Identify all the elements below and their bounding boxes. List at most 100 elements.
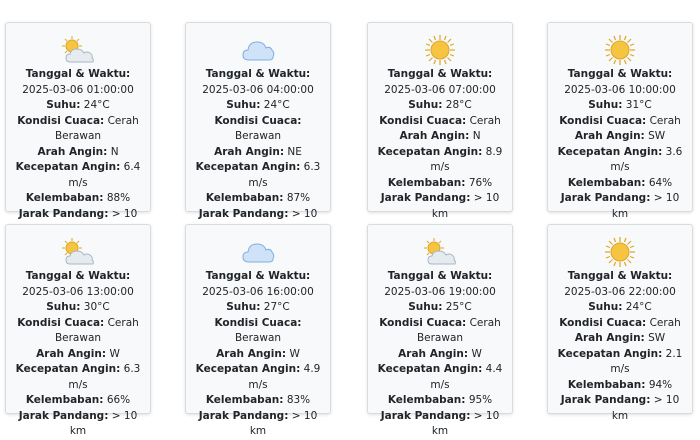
temp-value: 31°C <box>625 99 652 111</box>
datetime-label: Tanggal & Waktu: <box>205 270 311 282</box>
datetime-label: Tanggal & Waktu: <box>387 68 493 80</box>
condition-value: Cerah <box>649 316 681 329</box>
weather-card: Tanggal & Waktu: 2025-03-06 04:00:00 Suh… <box>185 22 331 235</box>
weather-card: Tanggal & Waktu: 2025-03-06 13:00:00 Suh… <box>5 224 151 437</box>
datetime-label: Tanggal & Waktu: <box>387 270 493 282</box>
sunny-icon <box>554 235 686 269</box>
condition-label: Kondisi Cuaca: <box>214 316 302 329</box>
wind-speed-value: 4.4 m/s <box>430 363 503 391</box>
datetime-value: 2025-03-06 22:00:00 <box>564 285 676 298</box>
datetime-value: 2025-03-06 04:00:00 <box>202 83 314 96</box>
datetime-value: 2025-03-06 07:00:00 <box>384 83 496 96</box>
datetime-value: 2025-03-06 16:00:00 <box>202 285 314 298</box>
temp-value: 30°C <box>83 301 110 313</box>
wind-dir-label: Arah Angin: <box>216 347 287 360</box>
condition-label: Kondisi Cuaca: <box>559 114 647 127</box>
humidity-value: 66% <box>106 394 131 406</box>
wind-dir-label: Arah Angin: <box>214 145 285 158</box>
condition-value: Cerah Berawan <box>416 316 501 345</box>
wind-dir-label: Arah Angin: <box>398 347 469 360</box>
wind-speed-value: 6.3 m/s <box>68 363 141 391</box>
datetime-label: Tanggal & Waktu: <box>205 68 311 80</box>
humidity-value: 94% <box>648 378 673 391</box>
datetime-value: 2025-03-06 19:00:00 <box>384 285 496 298</box>
weather-card: Tanggal & Waktu: 2025-03-06 10:00:00 Suh… <box>547 22 693 220</box>
visibility-value: > 10 km <box>249 409 318 438</box>
wind-dir-label: Arah Angin: <box>574 130 645 142</box>
humidity-value: 76% <box>468 176 493 189</box>
condition-label: Kondisi Cuaca: <box>559 316 647 329</box>
wind-speed-value: 6.4 m/s <box>68 161 141 189</box>
wind-dir-label: Arah Angin: <box>399 130 470 142</box>
condition-value: Berawan <box>234 332 282 344</box>
weather-card: Tanggal & Waktu: 2025-03-06 16:00:00 Suh… <box>185 224 331 437</box>
condition-value: Cerah <box>649 114 681 127</box>
datetime-label: Tanggal & Waktu: <box>567 68 673 80</box>
humidity-value: 87% <box>286 192 311 204</box>
visibility-value: > 10 km <box>611 394 680 422</box>
humidity-label: Kelembaban: <box>205 394 284 406</box>
wind-dir-value: W <box>289 347 300 360</box>
humidity-value: 95% <box>468 394 493 406</box>
humidity-label: Kelembaban: <box>567 378 646 391</box>
visibility-label: Jarak Pandang: <box>198 409 289 422</box>
humidity-value: 83% <box>286 394 311 406</box>
wind-speed-label: Kecepatan Angin: <box>195 363 301 375</box>
humidity-label: Kelembaban: <box>25 394 104 406</box>
wind-speed-label: Kecepatan Angin: <box>15 161 121 173</box>
humidity-value: 64% <box>648 176 673 189</box>
wind-dir-label: Arah Angin: <box>574 332 645 344</box>
humidity-label: Kelembaban: <box>205 192 284 204</box>
temp-value: 27°C <box>263 301 290 313</box>
visibility-label: Jarak Pandang: <box>18 409 109 422</box>
visibility-value: > 10 km <box>611 192 680 220</box>
wind-speed-label: Kecepatan Angin: <box>557 347 663 360</box>
temp-label: Suhu: <box>588 301 623 313</box>
wind-speed-value: 6.3 m/s <box>248 161 321 189</box>
wind-dir-value: NE <box>287 145 302 158</box>
visibility-value: > 10 km <box>431 409 500 438</box>
datetime-label: Tanggal & Waktu: <box>25 68 131 80</box>
wind-dir-value: SW <box>648 130 666 142</box>
wind-dir-value: SW <box>648 332 666 344</box>
weather-card: Tanggal & Waktu: 2025-03-06 01:00:00 Suh… <box>5 22 151 235</box>
temp-value: 24°C <box>83 99 110 111</box>
temp-label: Suhu: <box>46 99 81 111</box>
wind-speed-label: Kecepatan Angin: <box>557 145 663 158</box>
condition-value: Cerah <box>469 114 501 127</box>
partly-cloudy-icon <box>374 235 506 269</box>
visibility-label: Jarak Pandang: <box>560 192 651 204</box>
partly-cloudy-icon <box>12 33 144 67</box>
condition-value: Cerah Berawan <box>54 114 139 143</box>
weather-card: Tanggal & Waktu: 2025-03-06 19:00:00 Suh… <box>367 224 513 437</box>
sunny-icon <box>554 33 686 67</box>
humidity-label: Kelembaban: <box>567 176 646 189</box>
partly-cloudy-icon <box>12 235 144 269</box>
condition-label: Kondisi Cuaca: <box>17 114 105 127</box>
wind-dir-value: W <box>109 347 120 360</box>
temp-value: 25°C <box>445 301 472 313</box>
datetime-value: 2025-03-06 13:00:00 <box>22 285 134 298</box>
humidity-label: Kelembaban: <box>387 176 466 189</box>
temp-label: Suhu: <box>226 99 261 111</box>
condition-label: Kondisi Cuaca: <box>379 316 467 329</box>
visibility-label: Jarak Pandang: <box>380 192 471 204</box>
humidity-label: Kelembaban: <box>25 192 104 204</box>
temp-label: Suhu: <box>226 301 261 313</box>
temp-value: 24°C <box>625 301 652 313</box>
sunny-icon <box>374 33 506 67</box>
condition-label: Kondisi Cuaca: <box>379 114 467 127</box>
weather-card: Tanggal & Waktu: 2025-03-06 07:00:00 Suh… <box>367 22 513 220</box>
condition-label: Kondisi Cuaca: <box>214 114 302 127</box>
wind-speed-label: Kecepatan Angin: <box>15 363 121 375</box>
wind-speed-value: 4.9 m/s <box>248 363 321 391</box>
wind-dir-value: W <box>471 347 482 360</box>
wind-dir-value: N <box>110 145 119 158</box>
wind-dir-label: Arah Angin: <box>37 145 108 158</box>
datetime-label: Tanggal & Waktu: <box>567 270 673 282</box>
temp-label: Suhu: <box>46 301 81 313</box>
wind-speed-label: Kecepatan Angin: <box>377 145 483 158</box>
visibility-value: > 10 km <box>431 192 500 220</box>
wind-dir-label: Arah Angin: <box>36 347 107 360</box>
weather-card: Tanggal & Waktu: 2025-03-06 22:00:00 Suh… <box>547 224 693 422</box>
